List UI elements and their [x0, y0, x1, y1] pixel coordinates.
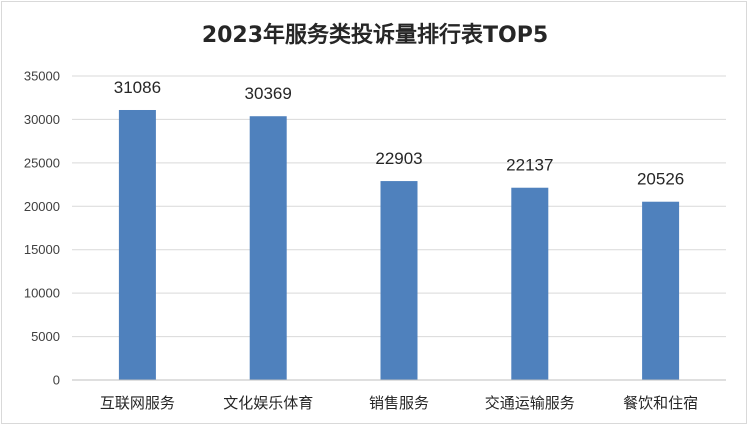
chart-title: 2023年服务类投诉量排行表TOP5 [202, 22, 548, 48]
bar [118, 109, 156, 381]
y-tick-label: 25000 [24, 155, 60, 170]
y-axis-ticks: 0 5000 10000 15000 20000 25000 30000 35000 [24, 69, 60, 388]
y-tick-label: 5000 [31, 329, 60, 344]
bar [511, 187, 549, 380]
y-tick-label: 10000 [24, 286, 60, 301]
data-label: 22903 [375, 149, 422, 168]
category-label: 互联网服务 [100, 394, 175, 412]
bar [380, 181, 418, 380]
data-labels: 31086 30369 22903 22137 20526 [114, 78, 684, 189]
data-label: 30369 [245, 84, 292, 103]
bars [118, 109, 680, 381]
bar [249, 116, 287, 380]
y-tick-label: 0 [53, 373, 60, 388]
gridlines [72, 75, 726, 338]
y-tick-label: 20000 [24, 199, 60, 214]
data-label: 31086 [114, 78, 161, 97]
category-label: 销售服务 [369, 394, 429, 412]
category-label: 交通运输服务 [485, 394, 575, 412]
category-labels: 互联网服务 文化娱乐体育 销售服务 交通运输服务 餐饮和住宿 [100, 394, 698, 412]
category-label: 餐饮和住宿 [623, 394, 698, 412]
y-tick-label: 30000 [24, 112, 60, 127]
data-label: 20526 [637, 170, 684, 189]
y-tick-label: 15000 [24, 242, 60, 257]
data-label: 22137 [506, 156, 553, 175]
y-tick-label: 35000 [24, 69, 60, 84]
category-label: 文化娱乐体育 [223, 394, 313, 412]
bar [642, 201, 680, 380]
